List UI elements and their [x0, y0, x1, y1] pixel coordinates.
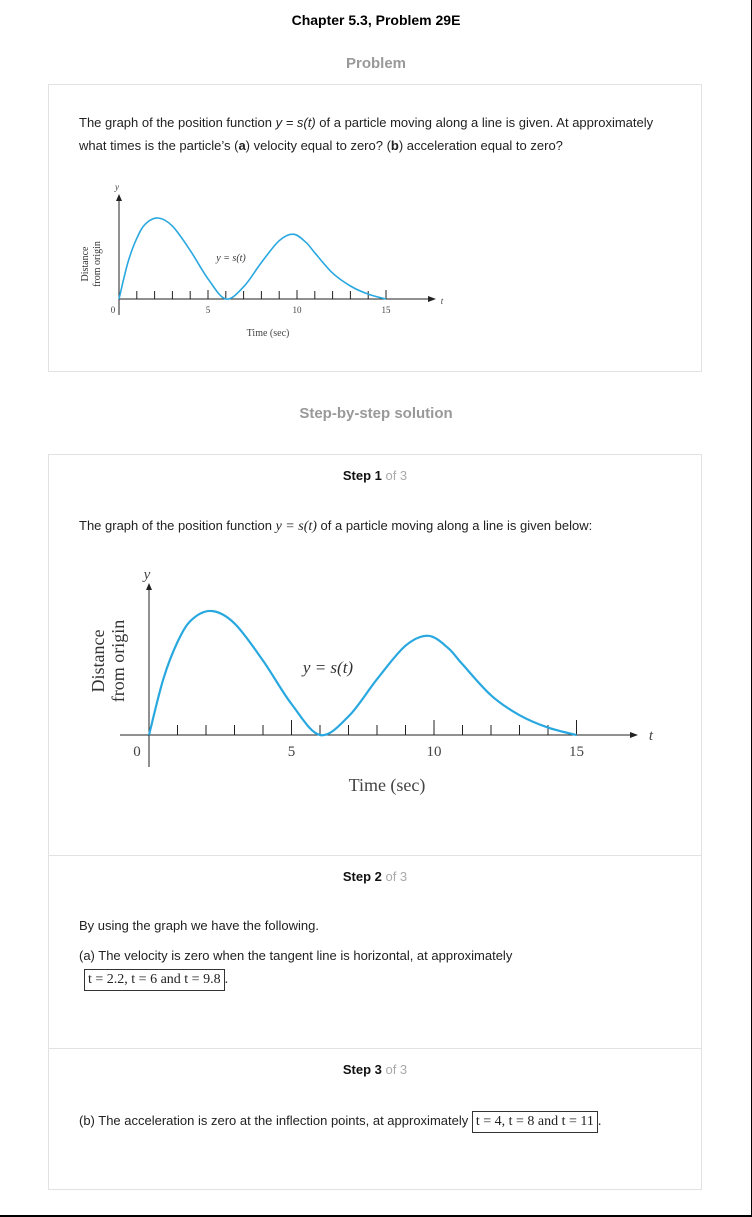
origin-label: 0: [133, 744, 141, 760]
curve-label: y = s(t): [215, 253, 246, 264]
step-2-line2: (a) The velocity is zero when the tangen…: [79, 948, 513, 963]
y-axis-label-line: from origin: [108, 620, 128, 703]
step-divider: [48, 855, 702, 856]
step-3-row: (b) The acceleration is zero at the infl…: [79, 1110, 601, 1133]
solution-panel: [48, 454, 702, 1190]
x-axis-symbol: t: [649, 728, 654, 744]
y-axis-label: Distance from origin: [80, 241, 103, 287]
x-axis-label: Time (sec): [247, 328, 290, 339]
step-1-text: The graph of the position function y = s…: [79, 518, 593, 534]
step-2-label: Step 2 of 3: [342, 869, 408, 884]
x-tick-label: 10: [427, 744, 442, 760]
y-axis-arrow: [146, 583, 152, 590]
x-tick-label: 15: [382, 305, 392, 315]
solution-heading: Step-by-step solution: [299, 405, 453, 422]
y-axis-symbol: y: [142, 567, 151, 583]
step-3-answer-box: t = 4, t = 8 and t = 11: [471, 1111, 598, 1133]
origin-label: 0: [111, 305, 116, 315]
step-divider: [48, 1048, 702, 1049]
step-2-answer-row: t = 2.2, t = 6 and t = 9.8.: [84, 969, 228, 991]
problem-graph: 5 10 15 0 y t Time (sec) Distance from origin y =…: [80, 182, 444, 339]
y-axis-symbol: y: [114, 182, 119, 192]
y-axis-label-line: Distance: [80, 246, 91, 282]
step-1-graph: 5 10 15 0 y t Time (sec) Distance from origin y =…: [88, 567, 654, 796]
step-2-answer-box: t = 2.2, t = 6 and t = 9.8: [84, 969, 225, 991]
x-tick-label: 5: [288, 744, 296, 760]
problem-heading: Problem: [345, 55, 406, 72]
x-tick-label: 15: [569, 744, 584, 760]
y-axis-arrow: [116, 194, 122, 201]
x-axis-arrow: [630, 732, 638, 738]
problem-text: The graph of the position function y = s…: [79, 115, 654, 153]
y-axis-label: Distance from origin: [88, 620, 128, 703]
problem-panel: [48, 84, 702, 372]
position-curve: [118, 217, 387, 300]
x-axis-arrow: [428, 296, 436, 302]
step-3-label: Step 3 of 3: [342, 1062, 408, 1077]
x-axis-symbol: t: [441, 296, 444, 306]
y-axis-label-line: Distance: [88, 630, 108, 693]
position-curve: [147, 609, 577, 737]
page-title: Chapter 5.3, Problem 29E: [291, 12, 461, 28]
x-axis-label: Time (sec): [349, 775, 426, 796]
page-bottom-border: [0, 1215, 752, 1217]
step-1-label: Step 1 of 3: [342, 468, 408, 483]
x-tick-label: 5: [206, 305, 211, 315]
y-axis-label-line: from origin: [92, 241, 103, 287]
step-2-line1: By using the graph we have the following…: [79, 918, 319, 933]
x-tick-label: 10: [293, 305, 303, 315]
step-3-text: (b) The acceleration is zero at the infl…: [79, 1113, 472, 1128]
curve-label: y = s(t): [301, 658, 354, 677]
